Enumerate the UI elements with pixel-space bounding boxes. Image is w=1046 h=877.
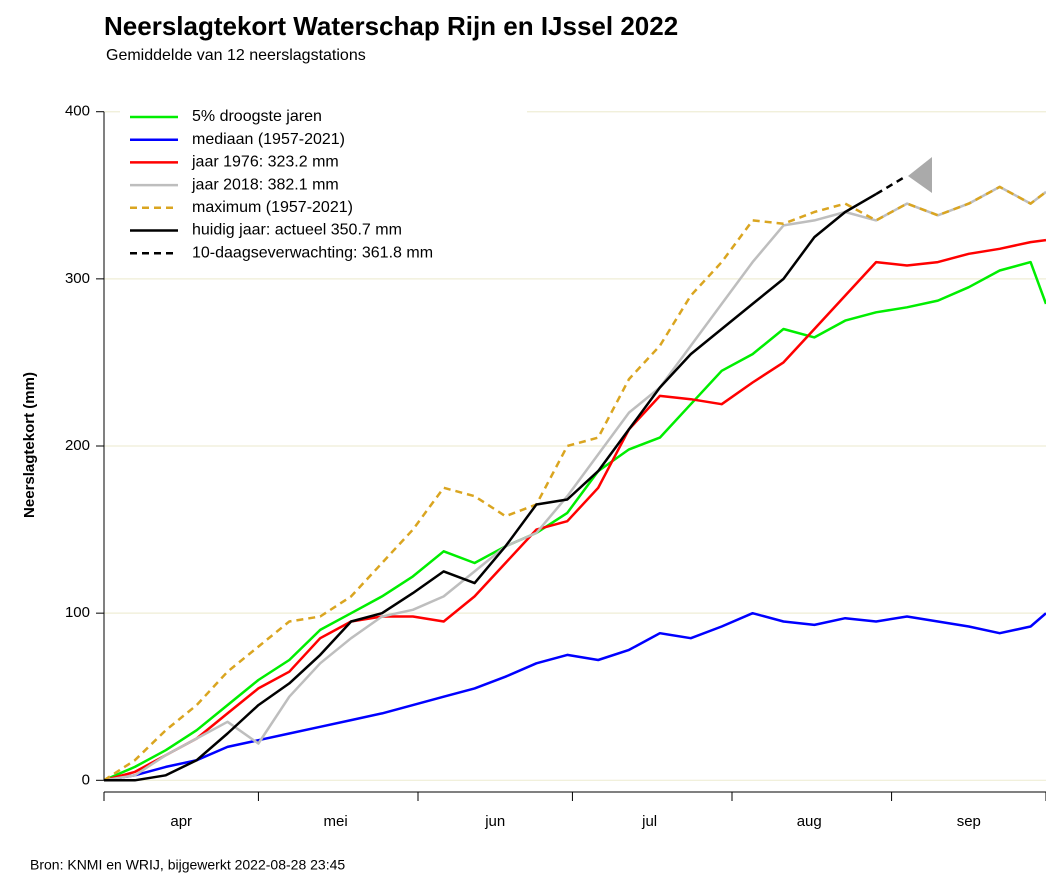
- x-tick-label: jun: [484, 813, 505, 830]
- legend-label: maximum (1957-2021): [192, 199, 353, 216]
- lines: [103, 174, 1046, 782]
- legend-background: [120, 100, 527, 272]
- y-tick-label: 100: [65, 604, 90, 621]
- series-line: [103, 185, 1046, 782]
- y-tick-label: 300: [65, 270, 90, 287]
- x-tick-label: mei: [324, 813, 348, 830]
- series-line: [103, 238, 1046, 782]
- legend-label: huidig jaar: actueel 350.7 mm: [192, 222, 402, 239]
- x-tick-label: apr: [170, 813, 192, 830]
- source: Bron: KNMI en WRIJ, bijgewerkt 2022-08-2…: [30, 857, 345, 873]
- chart-subtitle: Gemiddelde van 12 neerslagstations: [106, 47, 366, 64]
- forecast-band: [908, 157, 932, 193]
- y-tick-label: 400: [65, 103, 90, 120]
- y-axis-label: Neerslagtekort (mm): [21, 372, 38, 518]
- x-tick-label: aug: [797, 813, 822, 830]
- series-line: [104, 193, 877, 782]
- x-tick-label: sep: [957, 813, 981, 830]
- series-line: [875, 174, 908, 196]
- axes: 0 100 200 300 400 apr mei jun jul aug sep: [65, 103, 1046, 830]
- legend-label: jaar 1976: 323.2 mm: [191, 154, 339, 171]
- series-line: [103, 260, 1046, 782]
- y-tick-label: 0: [82, 771, 90, 788]
- x-tick-label: jul: [641, 813, 657, 830]
- y-tick-label: 200: [65, 437, 90, 454]
- series-line: [103, 611, 1046, 782]
- legend-label: mediaan (1957-2021): [192, 131, 345, 148]
- chart-title: Neerslagtekort Waterschap Rijn en IJssel…: [104, 11, 678, 41]
- legend-label: 10-daagseverwachting: 361.8 mm: [192, 244, 433, 261]
- legend-label: jaar 2018: 382.1 mm: [191, 176, 339, 193]
- legend: 5% droogste jaren mediaan (1957-2021) jaar…: [130, 108, 433, 261]
- legend-label: 5% droogste jaren: [192, 108, 322, 125]
